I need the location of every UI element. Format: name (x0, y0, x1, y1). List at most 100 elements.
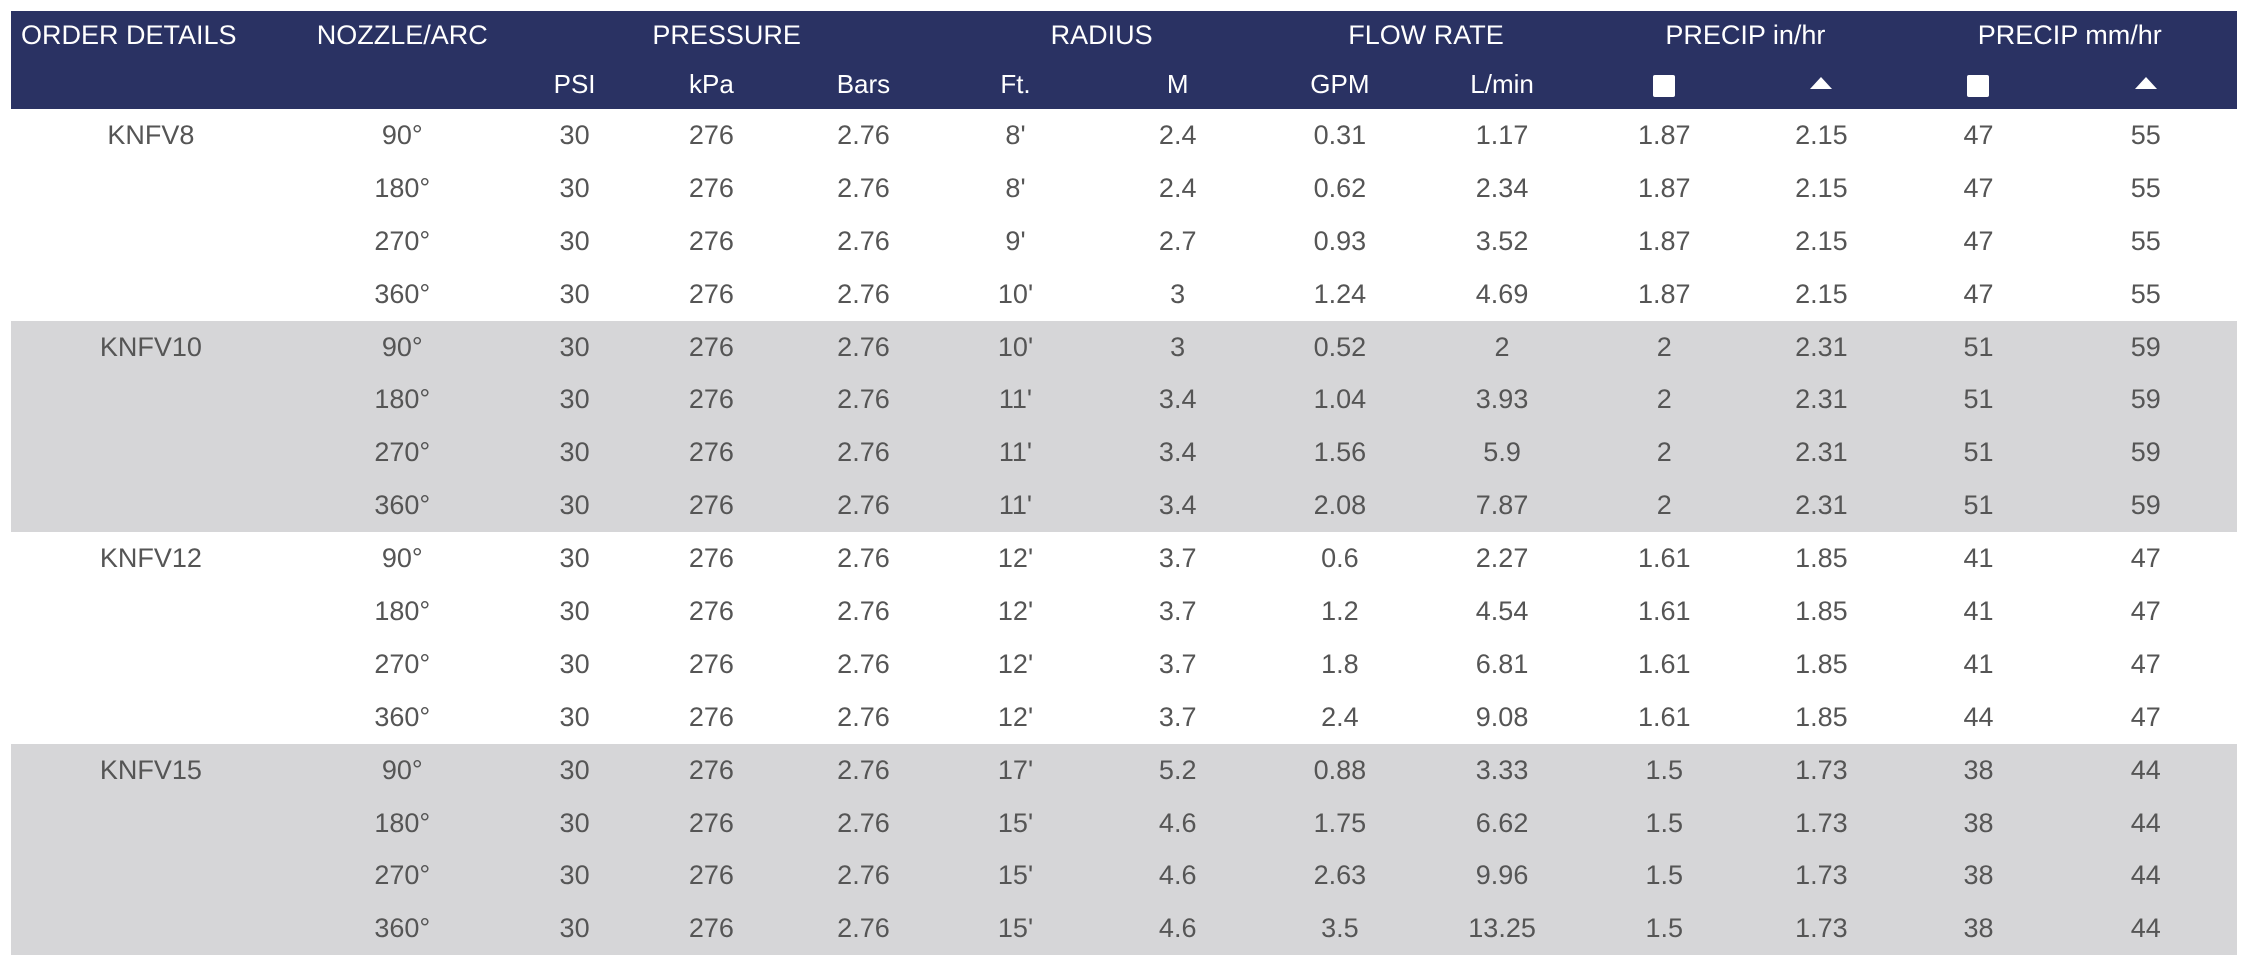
lmin-cell: 6.62 (1415, 796, 1589, 850)
precip-mm-square-cell: 38 (1902, 743, 2055, 797)
table-row: 270° 30 276 2.76 12' 3.7 1.8 6.81 1.61 1.85 41 47 (11, 637, 2237, 691)
precip-mm-triangle-cell: 55 (2054, 109, 2237, 162)
precip-in-square-cell: 1.61 (1588, 585, 1741, 638)
psi-cell: 30 (513, 690, 636, 744)
kpa-cell: 276 (635, 426, 788, 480)
header-in-square (1588, 59, 1741, 109)
bars-cell: 2.76 (787, 373, 940, 427)
psi-cell: 30 (513, 637, 636, 691)
lmin-cell: 9.96 (1415, 849, 1589, 903)
bars-cell: 2.76 (787, 585, 940, 638)
triangle-spacing-icon (1810, 76, 1833, 89)
kpa-cell: 276 (635, 479, 788, 533)
precip-in-square-cell: 1.87 (1588, 267, 1741, 321)
performance-table: ORDER DETAILS NOZZLE/ARC PRESSURE RADIUS… (11, 11, 2237, 956)
square-spacing-icon (1653, 74, 1676, 97)
model-cell (11, 796, 291, 850)
psi-cell: 30 (513, 743, 636, 797)
radius-ft-cell: 8' (939, 109, 1092, 162)
header-pressure: PRESSURE (513, 11, 940, 59)
bars-cell: 2.76 (787, 902, 940, 956)
precip-mm-triangle-cell: 59 (2054, 479, 2237, 533)
precip-in-square-cell: 1.61 (1588, 637, 1741, 691)
nozzle-arc-cell: 360° (290, 267, 514, 321)
nozzle-arc-cell: 90° (290, 532, 514, 586)
precip-in-triangle-cell: 2.15 (1740, 267, 1903, 321)
header-mm-triangle (2054, 59, 2237, 109)
precip-mm-square-cell: 47 (1902, 109, 2055, 162)
precip-mm-square-cell: 47 (1902, 267, 2055, 321)
nozzle-performance-table: ORDER DETAILS NOZZLE/ARC PRESSURE RADIUS… (11, 11, 2237, 956)
table-row: 360° 30 276 2.76 10' 3 1.24 4.69 1.87 2.15 47 55 (11, 267, 2237, 321)
psi-cell: 30 (513, 426, 636, 480)
psi-cell: 30 (513, 532, 636, 586)
nozzle-arc-cell: 270° (290, 637, 514, 691)
lmin-cell: 2 (1415, 320, 1589, 374)
model-cell (11, 902, 291, 956)
precip-in-triangle-cell: 2.15 (1740, 214, 1903, 268)
radius-m-cell: 3.7 (1091, 690, 1264, 744)
model-cell (11, 267, 291, 321)
kpa-cell: 276 (635, 532, 788, 586)
model-cell (11, 161, 291, 215)
header-mm-square (1902, 59, 2055, 109)
table-row: KNFV10 90° 30 276 2.76 10' 3 0.52 2 2 2.31 51 59 (11, 320, 2237, 374)
model-group: KNFV8 90° 30 276 2.76 8' 2.4 0.31 1.17 1.87 2.15 47… (11, 109, 2237, 321)
model-cell (11, 637, 291, 691)
kpa-cell: 276 (635, 267, 788, 321)
precip-mm-triangle-cell: 47 (2054, 532, 2237, 586)
lmin-cell: 1.17 (1415, 109, 1589, 162)
triangle-spacing-icon (2134, 76, 2157, 89)
radius-m-cell: 2.4 (1091, 161, 1264, 215)
gpm-cell: 0.62 (1263, 161, 1416, 215)
table-row: 270° 30 276 2.76 9' 2.7 0.93 3.52 1.87 2.15 47 55 (11, 214, 2237, 268)
kpa-cell: 276 (635, 109, 788, 162)
precip-mm-square-cell: 41 (1902, 585, 2055, 638)
gpm-cell: 1.24 (1263, 267, 1416, 321)
header-psi: PSI (513, 59, 636, 109)
gpm-cell: 1.04 (1263, 373, 1416, 427)
model-cell (11, 214, 291, 268)
bars-cell: 2.76 (787, 161, 940, 215)
precip-in-triangle-cell: 1.73 (1740, 902, 1903, 956)
lmin-cell: 9.08 (1415, 690, 1589, 744)
radius-ft-cell: 15' (939, 902, 1092, 956)
precip-in-triangle-cell: 1.85 (1740, 690, 1903, 744)
lmin-cell: 3.52 (1415, 214, 1589, 268)
precip-mm-square-cell: 38 (1902, 796, 2055, 850)
table-row: 270° 30 276 2.76 15' 4.6 2.63 9.96 1.5 1.73 38 44 (11, 849, 2237, 903)
precip-in-triangle-cell: 1.85 (1740, 585, 1903, 638)
nozzle-arc-cell: 90° (290, 320, 514, 374)
bars-cell: 2.76 (787, 743, 940, 797)
lmin-cell: 5.9 (1415, 426, 1589, 480)
model-cell: KNFV12 (11, 532, 291, 586)
radius-m-cell: 2.7 (1091, 214, 1264, 268)
lmin-cell: 3.93 (1415, 373, 1589, 427)
nozzle-arc-cell: 180° (290, 796, 514, 850)
lmin-cell: 2.34 (1415, 161, 1589, 215)
precip-in-triangle-cell: 1.73 (1740, 849, 1903, 903)
gpm-cell: 2.4 (1263, 690, 1416, 744)
precip-mm-square-cell: 51 (1902, 426, 2055, 480)
precip-mm-triangle-cell: 44 (2054, 743, 2237, 797)
nozzle-arc-cell: 90° (290, 743, 514, 797)
precip-mm-triangle-cell: 55 (2054, 161, 2237, 215)
radius-m-cell: 3.7 (1091, 585, 1264, 638)
radius-ft-cell: 17' (939, 743, 1092, 797)
nozzle-arc-cell: 360° (290, 479, 514, 533)
kpa-cell: 276 (635, 373, 788, 427)
precip-mm-triangle-cell: 47 (2054, 690, 2237, 744)
header-kpa: kPa (635, 59, 788, 109)
precip-mm-triangle-cell: 44 (2054, 902, 2237, 956)
psi-cell: 30 (513, 479, 636, 533)
model-group: KNFV10 90° 30 276 2.76 10' 3 0.52 2 2 2.31 51 59 180°… (11, 320, 2237, 533)
header-m: M (1091, 59, 1264, 109)
radius-ft-cell: 15' (939, 849, 1092, 903)
gpm-cell: 1.8 (1263, 637, 1416, 691)
header-row-units: PSI kPa Bars Ft. M GPM L/min (11, 59, 2237, 109)
bars-cell: 2.76 (787, 109, 940, 162)
model-cell (11, 585, 291, 638)
precip-mm-square-cell: 51 (1902, 373, 2055, 427)
radius-m-cell: 5.2 (1091, 743, 1264, 797)
table-row: KNFV12 90° 30 276 2.76 12' 3.7 0.6 2.27 1.61 1.85 4… (11, 532, 2237, 586)
